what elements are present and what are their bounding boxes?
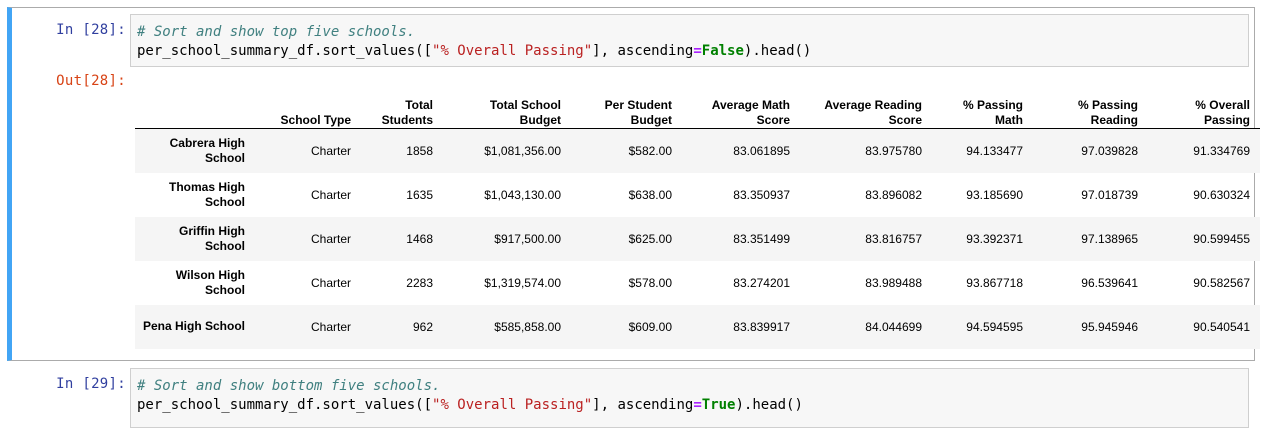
table-cell: Charter — [310, 187, 351, 202]
code-keyword: True — [701, 397, 736, 413]
table-cell: 1635 — [406, 187, 433, 202]
code-text: ], ascending — [592, 43, 694, 59]
table-cell: $917,500.00 — [494, 231, 561, 246]
code-comment: # Sort and show top five schools. — [137, 24, 416, 40]
table-header-row: School Type Total Students Total School … — [135, 90, 1260, 129]
out-prompt-28: Out[28]: — [56, 73, 126, 89]
table-cell: 94.133477 — [966, 143, 1023, 158]
column-header: % Overall Passing — [1195, 98, 1250, 127]
table-cell: 93.392371 — [966, 231, 1023, 246]
table-cell: 83.989488 — [865, 275, 922, 290]
table-cell: Charter — [310, 231, 351, 246]
in-prompt-28: In [28]: — [56, 22, 126, 38]
table-cell: Charter — [310, 275, 351, 290]
table-cell: $638.00 — [628, 187, 672, 202]
dataframe-table: School Type Total Students Total School … — [135, 90, 1260, 349]
table-cell: 97.039828 — [1081, 143, 1138, 158]
code-keyword: False — [701, 43, 744, 59]
table-cell: 97.138965 — [1081, 231, 1138, 246]
table-cell: 90.630324 — [1193, 187, 1250, 202]
in-prompt-29: In [29]: — [56, 376, 126, 392]
table-cell: 97.018739 — [1081, 187, 1138, 202]
row-index: Wilson High School — [175, 267, 245, 297]
code-editor-28[interactable]: # Sort and show top five schools. per_sc… — [130, 14, 1249, 67]
index-header — [135, 90, 255, 129]
table-cell: $625.00 — [628, 231, 672, 246]
code-operator: = — [693, 43, 702, 59]
code-text: ).head() — [735, 397, 803, 413]
table-row: Wilson High School Charter 2283 $1,319,5… — [135, 261, 1260, 305]
table-cell: $1,043,130.00 — [484, 187, 561, 202]
code-text: per_school_summary_df.sort_values([ — [137, 43, 433, 59]
column-header: Total School Budget — [489, 98, 561, 127]
code-string: "% Overall Passing" — [432, 43, 593, 59]
table-cell: 83.975780 — [865, 143, 922, 158]
table-cell: $1,081,356.00 — [484, 143, 561, 158]
code-comment: # Sort and show bottom five schools. — [137, 378, 441, 394]
table-row: Cabrera High School Charter 1858 $1,081,… — [135, 128, 1260, 173]
table-cell: 90.599455 — [1193, 231, 1250, 246]
table-cell: $582.00 — [628, 143, 672, 158]
column-header: Average Reading Score — [824, 98, 922, 127]
code-text: ).head() — [743, 43, 812, 59]
column-header: Total Students — [381, 98, 433, 127]
table-cell: 1858 — [406, 143, 433, 158]
table-cell: 84.044699 — [865, 319, 922, 334]
row-index: Thomas High School — [168, 179, 245, 209]
table-row: Thomas High School Charter 1635 $1,043,1… — [135, 173, 1260, 217]
table-cell: 93.185690 — [966, 187, 1023, 202]
table-cell: 2283 — [406, 275, 433, 290]
table-cell: 94.594595 — [966, 319, 1023, 334]
table-cell: 83.274201 — [733, 275, 790, 290]
code-string: "% Overall Passing" — [432, 397, 593, 413]
table-cell: 962 — [412, 319, 433, 334]
table-cell: $578.00 — [628, 275, 672, 290]
column-header: % Passing Math — [962, 98, 1023, 127]
table-cell: 96.539641 — [1081, 275, 1138, 290]
table-cell: $1,319,574.00 — [484, 275, 561, 290]
table-cell: Charter — [310, 319, 351, 334]
table-cell: 83.839917 — [733, 319, 790, 334]
table-cell: 83.816757 — [865, 231, 922, 246]
table-cell: $585,858.00 — [494, 319, 561, 334]
table-cell: 95.945946 — [1081, 319, 1138, 334]
table-cell: 90.582567 — [1193, 275, 1250, 290]
code-text: ], ascending — [592, 397, 694, 413]
table-cell: 91.334769 — [1193, 143, 1250, 158]
column-header: Per Student Budget — [604, 98, 672, 127]
table-cell: 83.061895 — [733, 143, 790, 158]
table-cell: Charter — [310, 143, 351, 158]
row-index: Pena High School — [142, 319, 245, 333]
table-row: Pena High School Charter 962 $585,858.00… — [135, 304, 1260, 349]
table-cell: 83.896082 — [865, 187, 922, 202]
table-cell: 93.867718 — [966, 275, 1023, 290]
column-header: School Type — [280, 113, 351, 127]
table-row: Griffin High School Charter 1468 $917,50… — [135, 216, 1260, 261]
code-operator: = — [693, 397, 702, 413]
table-cell: 83.351499 — [733, 231, 790, 246]
table-cell: 1468 — [406, 231, 433, 246]
table-cell: 83.350937 — [733, 187, 790, 202]
column-header: Average Math Score — [711, 98, 790, 127]
table-cell: 90.540541 — [1193, 319, 1250, 334]
code-text: per_school_summary_df.sort_values([ — [137, 397, 433, 413]
row-index: Griffin High School — [179, 223, 245, 253]
column-header: % Passing Reading — [1077, 98, 1138, 127]
row-index: Cabrera High School — [169, 135, 245, 165]
table-cell: $609.00 — [628, 319, 672, 334]
code-editor-29[interactable]: # Sort and show bottom five schools. per… — [130, 368, 1249, 428]
